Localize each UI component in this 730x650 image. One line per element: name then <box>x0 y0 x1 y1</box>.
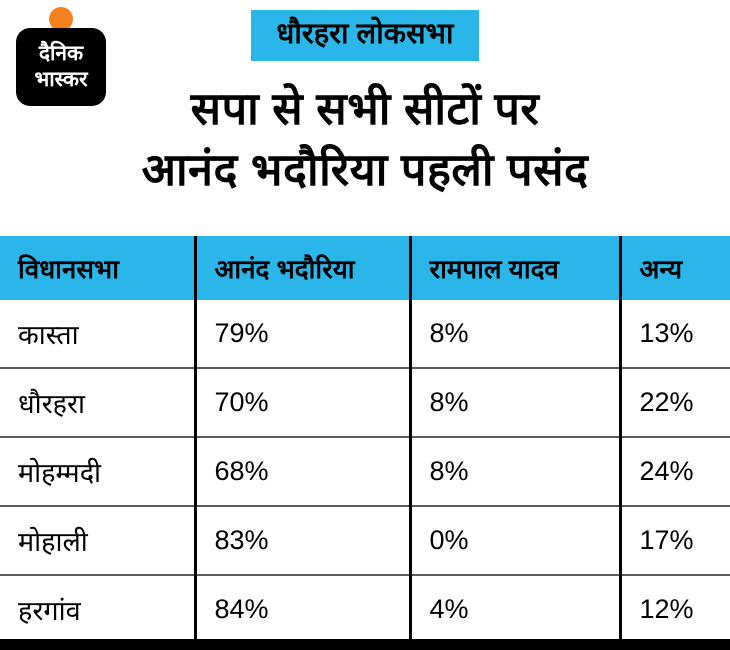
cell-value: 13% <box>639 318 694 348</box>
footer-bar <box>0 639 730 650</box>
table-row: मोहाली 83% 0% 17% <box>0 505 730 575</box>
cell-value: 84% <box>195 574 412 643</box>
poll-table: विधानसभा आनंद भदौरिया रामपाल यादव अन्य क… <box>0 236 730 643</box>
cell-constituency: कास्ता <box>0 300 197 368</box>
col-header-vidhansabha: विधानसभा <box>0 236 197 300</box>
cell-constituency: मोहम्मदी <box>0 436 197 506</box>
logo-text-line1: दैनिक <box>38 42 84 66</box>
cell-value: 4% <box>410 574 622 643</box>
col-header-rampal-yadav: रामपाल यादव <box>410 236 622 300</box>
cell-value: 70% <box>195 367 412 437</box>
cell-constituency: हरगांव <box>0 574 197 643</box>
title-line-2: आनंद भदौरिया पहली पसंद <box>141 144 589 196</box>
logo-plate: दैनिक भास्कर <box>16 28 106 106</box>
table-row: मोहम्मदी 68% 8% 24% <box>0 436 730 506</box>
sun-icon <box>49 7 73 31</box>
cell-value: 22% <box>620 367 730 437</box>
logo-text-line2: भास्कर <box>34 68 88 91</box>
cell-value: 8% <box>410 300 622 368</box>
cell-value: 24% <box>620 436 730 506</box>
cell-constituency: धौरहरा <box>0 367 197 437</box>
cell-value: 8% <box>410 367 622 437</box>
table-header-row: विधानसभा आनंद भदौरिया रामपाल यादव अन्य <box>0 236 730 300</box>
table-row: धौरहरा 70% 8% 22% <box>0 367 730 437</box>
cell-value: 12% <box>620 574 730 643</box>
table-row: कास्ता 79% 8% 13% <box>0 300 730 368</box>
cell-constituency: मोहाली <box>0 505 197 575</box>
cell-value: 17% <box>620 505 730 575</box>
cell-value: 79% <box>195 300 412 368</box>
dainik-bhaskar-logo: दैनिक भास्कर <box>12 6 110 106</box>
cell-value: 8% <box>410 436 622 506</box>
cell-value: 0% <box>410 505 622 575</box>
col-header-anand-bhadauria: आनंद भदौरिया <box>195 236 412 300</box>
constituency-badge: धौरहरा लोकसभा <box>250 10 480 61</box>
title-line-1: सपा से सभी सीटों पर <box>190 83 540 134</box>
cell-value: 83% <box>195 505 412 575</box>
page-title: सपा से सभी सीटों पर आनंद भदौरिया पहली पस… <box>0 78 730 200</box>
badge-row: धौरहरा लोकसभा <box>0 10 730 61</box>
cell-value: 68% <box>195 436 412 506</box>
col-header-anya: अन्य <box>620 236 730 300</box>
table-row: हरगांव 84% 4% 12% <box>0 574 730 643</box>
